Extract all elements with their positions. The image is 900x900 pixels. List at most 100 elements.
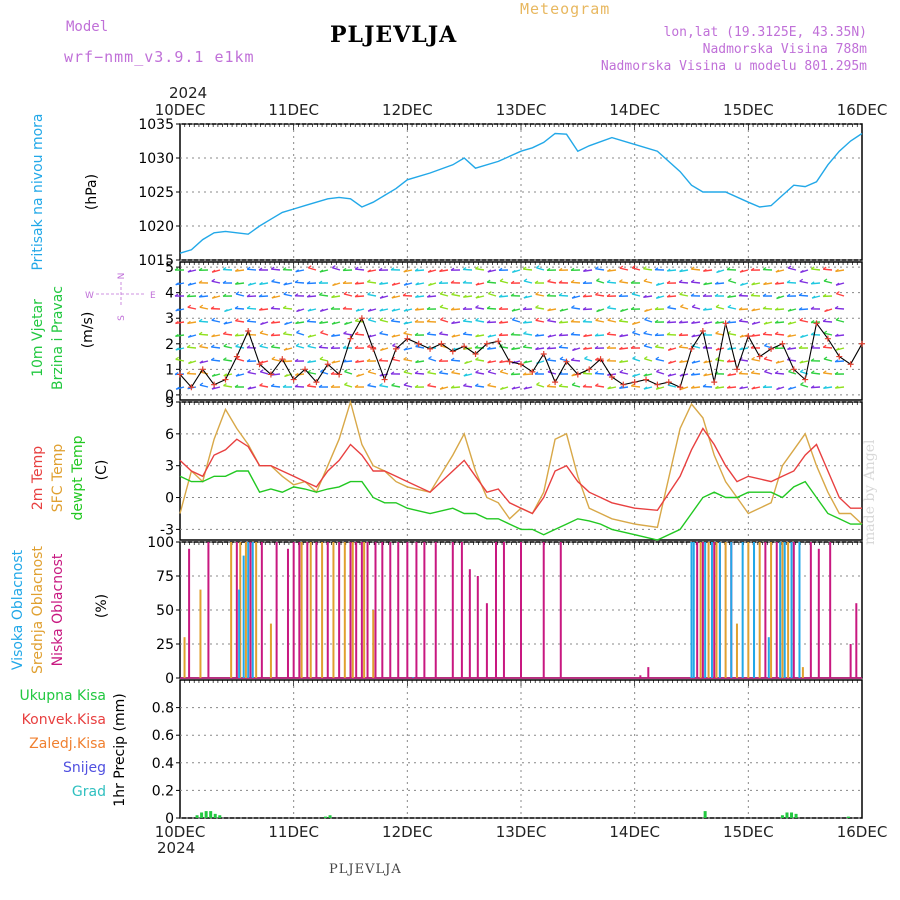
wind-arrow	[667, 321, 677, 324]
wind-arrowhead	[198, 318, 203, 322]
wind-arrow	[644, 318, 653, 323]
wind-speed-marker	[347, 335, 354, 342]
precip-bar	[213, 813, 217, 818]
wind-arrow	[283, 307, 293, 310]
wind-speed-marker	[449, 348, 456, 355]
wind-speed-marker	[779, 340, 786, 347]
wind-arrowhead	[570, 319, 575, 323]
pressure-line	[179, 132, 863, 254]
wind-arrow	[199, 295, 209, 298]
wind-arrowhead	[751, 308, 756, 312]
wind-arrow	[619, 360, 629, 364]
wind-arrow	[823, 346, 833, 349]
cloud-bar	[351, 542, 354, 678]
wind-arrowhead	[547, 278, 551, 282]
wind-arrowhead	[655, 386, 660, 390]
wind-arrowhead	[296, 330, 300, 334]
cloud-ytick-label: 0	[165, 671, 174, 687]
wind-arrow	[236, 357, 245, 362]
cloud-bar	[758, 542, 761, 678]
wind-arrowhead	[318, 280, 323, 284]
wind-speed-marker	[404, 335, 411, 342]
wind-arrowhead	[378, 358, 383, 362]
wind-arrowhead	[582, 370, 587, 374]
wind-arrowhead	[546, 383, 551, 387]
wind-arrow	[823, 358, 833, 362]
cloud-bar	[849, 644, 852, 678]
precip-bar	[195, 815, 199, 818]
wind-arrow	[523, 280, 533, 284]
wind-arrowhead	[403, 330, 407, 334]
wind-arrowhead	[596, 278, 600, 282]
top-x-tick-label: 12DEC	[382, 101, 433, 119]
bottom-x-tick-label: 15DEC	[723, 823, 774, 841]
wind-arrowhead	[356, 373, 360, 377]
wind-arrow	[583, 295, 593, 298]
wind-arrow	[235, 345, 245, 349]
wind-arrow	[643, 332, 653, 336]
wind-arrowhead	[344, 321, 348, 325]
wind-speed-marker	[336, 371, 343, 378]
wind-arrowhead	[571, 373, 576, 377]
cloud-bar	[710, 542, 713, 678]
wind-arrowhead	[379, 383, 383, 387]
altitude-label: Nadmorska Visina 788m	[702, 42, 867, 57]
wind-arrowhead	[750, 370, 755, 374]
wind-arrowhead	[523, 295, 528, 299]
wind-arrow	[367, 293, 377, 297]
wind-arrowhead	[762, 293, 767, 297]
wind-arrowhead	[751, 282, 755, 286]
wind-arrowhead	[643, 373, 648, 377]
wind-arrow	[584, 357, 593, 362]
wind-arrow	[319, 294, 329, 297]
wind-arrowhead	[174, 293, 179, 297]
wind-arrow	[835, 307, 845, 310]
wind-arrowhead	[751, 321, 756, 325]
cloud-bar	[809, 542, 812, 678]
wind-arrow	[199, 384, 209, 388]
wind-arrowhead	[799, 278, 804, 282]
wind-arrowhead	[379, 295, 384, 299]
wind-arrowhead	[439, 304, 444, 308]
wind-arrow	[475, 385, 485, 388]
cloud-bar	[260, 542, 263, 678]
wind-arrowhead	[246, 305, 251, 309]
wind-arrowhead	[295, 343, 300, 347]
wind-arrowhead	[727, 346, 731, 350]
wind-arrow	[343, 360, 353, 363]
wind-arrowhead	[654, 267, 659, 271]
wind-arrow	[739, 308, 749, 311]
wind-arrowhead	[487, 269, 492, 273]
cloud-bar	[790, 542, 793, 678]
wind-arrowhead	[451, 320, 455, 324]
wind-arrowhead	[199, 360, 204, 364]
wind-arrowhead	[666, 320, 671, 324]
cloud-bar	[770, 542, 773, 678]
wind-arrowhead	[546, 293, 551, 297]
wind-arrow	[799, 308, 809, 311]
wind-speed-marker	[506, 358, 513, 365]
cloud-bar	[238, 589, 241, 678]
wind-arrow	[727, 386, 737, 389]
wind-arrowhead	[584, 356, 588, 360]
wind-arrowhead	[270, 344, 275, 348]
wind-arrowhead	[786, 279, 791, 283]
cloud-bar	[188, 548, 191, 678]
wind-arrow	[415, 345, 425, 349]
wind-arrow	[799, 280, 809, 284]
wind-arrow	[607, 319, 617, 323]
wind-arrowhead	[703, 268, 707, 272]
wind-arrow	[727, 321, 737, 324]
dewpt-line	[179, 470, 862, 541]
wind-arrowhead	[475, 357, 479, 361]
wind-arrowhead	[595, 292, 599, 296]
wind-arrowhead	[726, 320, 731, 324]
wind-arrowhead	[582, 384, 587, 388]
wind-arrow	[187, 346, 197, 349]
wind-arrow	[355, 333, 365, 336]
wind-arrow	[643, 345, 653, 349]
wind-arrowhead	[426, 294, 431, 298]
wind-arrow	[307, 282, 317, 285]
wind-arrowhead	[558, 280, 563, 284]
wind-arrow	[559, 346, 569, 349]
